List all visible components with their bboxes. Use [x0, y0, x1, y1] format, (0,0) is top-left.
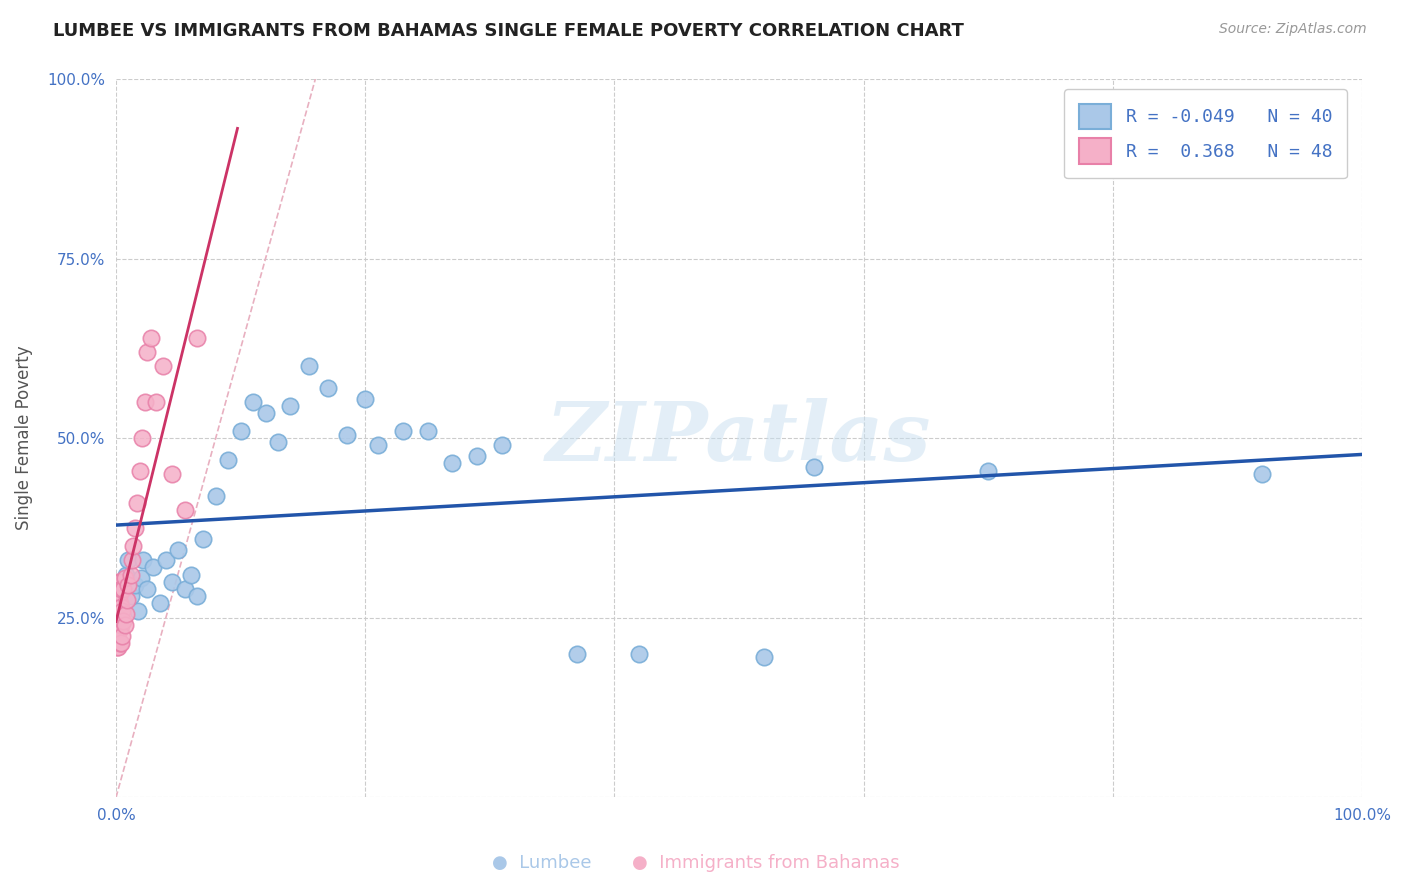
Point — [120, 589, 142, 603]
Point — [204, 489, 226, 503]
Point — [128, 463, 150, 477]
Point — [108, 574, 131, 589]
Point — [752, 650, 775, 665]
Point — [160, 574, 183, 589]
Point — [152, 359, 174, 374]
Legend: R = -0.049   N = 40, R =  0.368   N = 48: R = -0.049 N = 40, R = 0.368 N = 48 — [1064, 89, 1347, 178]
Point — [124, 578, 146, 592]
Point — [316, 381, 339, 395]
Point — [108, 611, 131, 625]
Point — [108, 585, 131, 599]
Text: ●  Lumbee: ● Lumbee — [492, 855, 591, 872]
Point — [110, 599, 132, 614]
Point — [145, 395, 167, 409]
Point — [267, 434, 290, 449]
Point — [110, 582, 132, 596]
Point — [134, 395, 156, 409]
Point — [117, 578, 139, 592]
Point — [129, 571, 152, 585]
Point — [124, 521, 146, 535]
Point — [127, 496, 149, 510]
Point — [107, 632, 129, 647]
Point — [112, 582, 135, 596]
Point — [122, 539, 145, 553]
Point — [416, 424, 439, 438]
Point — [173, 503, 195, 517]
Point — [105, 625, 128, 640]
Point — [108, 622, 131, 636]
Point — [565, 647, 588, 661]
Point — [127, 604, 149, 618]
Point — [110, 618, 132, 632]
Point — [186, 589, 208, 603]
Point — [149, 596, 172, 610]
Point — [115, 592, 138, 607]
Point — [298, 359, 321, 374]
Point — [803, 459, 825, 474]
Point — [115, 567, 138, 582]
Point — [105, 640, 128, 654]
Point — [180, 567, 202, 582]
Point — [467, 449, 489, 463]
Point — [105, 604, 128, 618]
Text: LUMBEE VS IMMIGRANTS FROM BAHAMAS SINGLE FEMALE POVERTY CORRELATION CHART: LUMBEE VS IMMIGRANTS FROM BAHAMAS SINGLE… — [53, 22, 965, 40]
Point — [391, 424, 413, 438]
Point — [108, 636, 131, 650]
Point — [354, 392, 377, 406]
Point — [111, 604, 134, 618]
Y-axis label: Single Female Poverty: Single Female Poverty — [15, 346, 32, 531]
Point — [107, 615, 129, 629]
Point — [242, 395, 264, 409]
Point — [107, 640, 129, 654]
Point — [217, 452, 239, 467]
Point — [193, 532, 215, 546]
Point — [120, 567, 142, 582]
Point — [115, 607, 138, 622]
Point — [114, 618, 136, 632]
Point — [105, 611, 128, 625]
Point — [107, 625, 129, 640]
Point — [105, 632, 128, 647]
Point — [105, 585, 128, 599]
Point — [107, 599, 129, 614]
Point — [335, 427, 357, 442]
Point — [173, 582, 195, 596]
Point — [121, 553, 143, 567]
Point — [110, 636, 132, 650]
Point — [107, 607, 129, 622]
Point — [131, 431, 153, 445]
Point — [977, 463, 1000, 477]
Point — [117, 553, 139, 567]
Point — [142, 560, 165, 574]
Point — [1251, 467, 1274, 481]
Point — [254, 406, 277, 420]
Point — [441, 456, 464, 470]
Point — [160, 467, 183, 481]
Point — [628, 647, 651, 661]
Point — [167, 542, 190, 557]
Point — [280, 399, 302, 413]
Point — [186, 330, 208, 344]
Point — [111, 629, 134, 643]
Point — [491, 438, 513, 452]
Point — [105, 618, 128, 632]
Point — [136, 345, 159, 359]
Point — [108, 596, 131, 610]
Point — [139, 330, 162, 344]
Point — [155, 553, 177, 567]
Point — [136, 582, 159, 596]
Point — [229, 424, 252, 438]
Point — [132, 553, 155, 567]
Point — [114, 571, 136, 585]
Text: ●  Immigrants from Bahamas: ● Immigrants from Bahamas — [633, 855, 900, 872]
Text: ZIPatlas: ZIPatlas — [547, 398, 932, 478]
Point — [367, 438, 389, 452]
Point — [112, 615, 135, 629]
Text: Source: ZipAtlas.com: Source: ZipAtlas.com — [1219, 22, 1367, 37]
Point — [107, 574, 129, 589]
